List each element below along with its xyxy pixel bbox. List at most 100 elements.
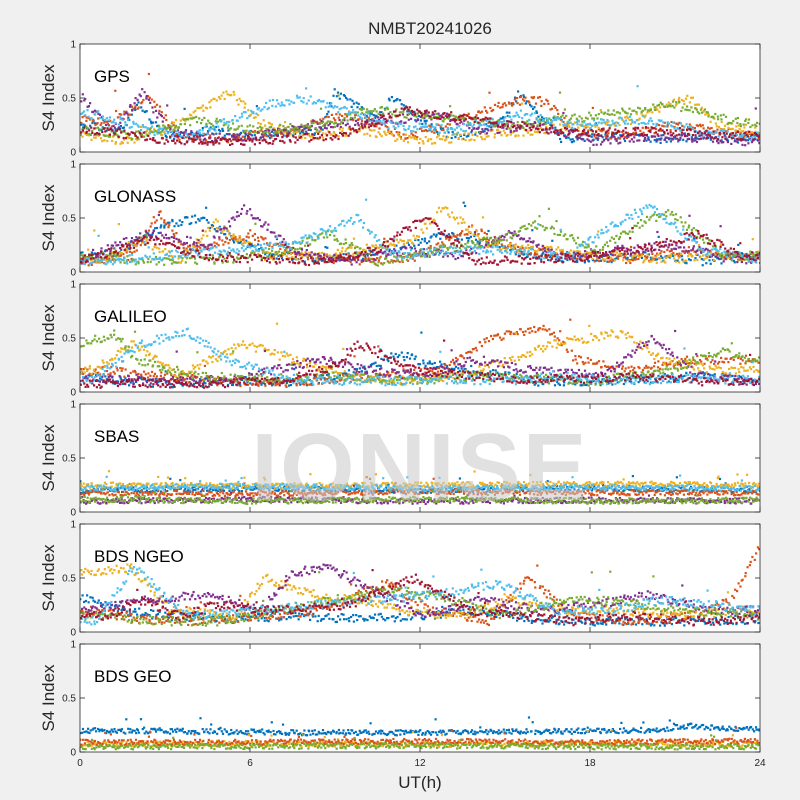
data-point xyxy=(453,128,456,131)
data-point xyxy=(549,108,552,111)
data-point xyxy=(746,135,749,138)
data-point xyxy=(392,259,395,262)
data-point xyxy=(754,136,757,139)
data-point xyxy=(455,216,459,219)
data-point xyxy=(294,248,297,251)
data-point xyxy=(639,129,642,132)
data-point xyxy=(126,249,129,252)
data-point xyxy=(641,126,644,129)
data-point xyxy=(165,129,168,132)
data-point xyxy=(609,256,613,259)
data-point xyxy=(95,133,99,136)
data-point xyxy=(283,141,286,144)
data-point xyxy=(637,257,640,261)
data-point xyxy=(597,126,600,129)
data-point xyxy=(467,230,470,234)
data-point xyxy=(551,120,554,123)
data-point xyxy=(670,134,673,137)
data-point xyxy=(373,108,376,111)
data-point xyxy=(437,232,440,235)
data-point xyxy=(101,257,104,260)
data-point xyxy=(655,107,658,110)
data-point xyxy=(497,237,500,240)
data-point xyxy=(442,127,445,130)
data-point xyxy=(507,231,510,234)
data-point xyxy=(274,137,278,141)
data-point xyxy=(601,136,604,139)
data-point xyxy=(602,258,605,261)
data-point xyxy=(448,141,451,144)
data-point xyxy=(674,260,678,263)
data-point xyxy=(298,258,301,261)
data-point xyxy=(462,129,465,132)
data-point xyxy=(538,215,541,218)
data-point xyxy=(687,137,690,140)
data-point xyxy=(421,129,424,133)
data-point xyxy=(206,234,209,237)
data-point xyxy=(83,126,86,129)
data-point xyxy=(428,128,431,131)
data-point xyxy=(484,116,487,119)
data-point xyxy=(123,110,126,113)
data-point xyxy=(132,122,135,125)
data-point xyxy=(156,125,159,128)
data-point xyxy=(563,108,566,111)
data-point xyxy=(691,248,694,251)
data-point xyxy=(374,259,377,262)
data-point xyxy=(414,131,417,134)
data-point xyxy=(372,114,375,117)
data-point xyxy=(756,252,759,255)
data-point xyxy=(421,116,424,119)
data-point xyxy=(458,122,462,125)
data-point xyxy=(643,116,646,119)
data-point xyxy=(163,221,166,224)
data-point xyxy=(247,236,250,239)
data-point xyxy=(174,126,177,129)
data-point xyxy=(541,116,544,119)
data-point xyxy=(594,123,597,126)
data-point xyxy=(197,130,200,133)
data-point xyxy=(607,132,610,135)
data-point xyxy=(270,125,273,128)
data-point xyxy=(537,115,540,118)
data-point xyxy=(536,250,539,253)
data-point xyxy=(275,257,278,260)
data-point xyxy=(487,229,490,233)
data-point xyxy=(571,130,574,134)
data-point xyxy=(268,244,271,247)
data-point xyxy=(85,131,88,135)
data-point xyxy=(207,257,210,260)
data-point xyxy=(396,254,399,257)
data-point xyxy=(708,127,711,130)
data-point xyxy=(476,234,479,237)
data-point xyxy=(408,125,411,128)
data-point xyxy=(83,124,87,127)
data-point xyxy=(263,134,266,137)
data-point xyxy=(519,250,522,253)
data-point xyxy=(89,102,92,105)
data-point xyxy=(650,244,653,247)
data-point xyxy=(481,118,485,121)
data-point xyxy=(404,121,407,124)
data-point xyxy=(587,243,590,246)
data-point xyxy=(136,107,139,110)
data-point xyxy=(194,136,197,140)
data-point xyxy=(326,246,329,249)
data-point xyxy=(117,244,120,247)
data-point xyxy=(499,117,502,120)
data-point xyxy=(574,257,577,260)
data-point xyxy=(540,100,543,103)
data-point xyxy=(180,142,183,145)
data-point xyxy=(197,218,200,221)
data-point xyxy=(282,128,285,131)
data-point xyxy=(327,110,330,113)
data-point xyxy=(657,235,660,238)
data-point xyxy=(497,101,500,104)
data-point xyxy=(624,255,627,258)
data-point xyxy=(648,109,651,112)
data-point xyxy=(133,250,136,253)
data-point xyxy=(377,122,380,125)
data-point xyxy=(568,121,571,125)
data-point xyxy=(624,253,627,256)
data-point xyxy=(92,118,95,121)
